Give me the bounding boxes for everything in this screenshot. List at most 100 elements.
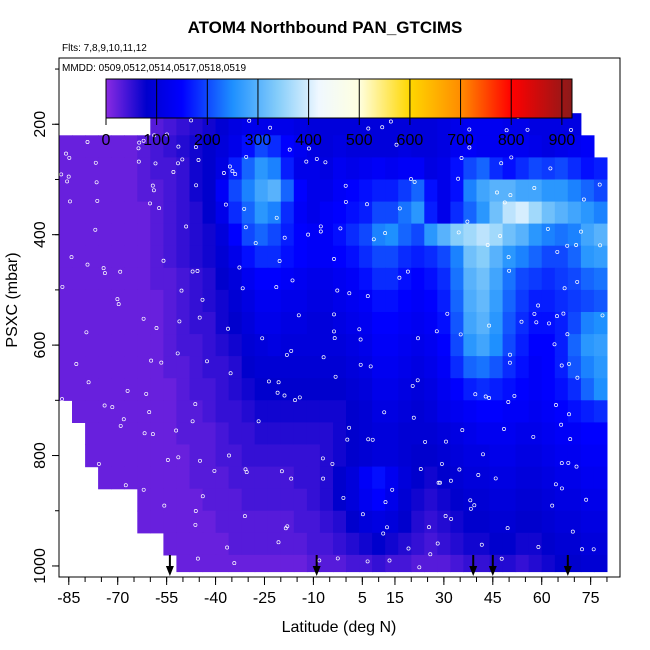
- heatmap-cell: [319, 444, 334, 468]
- heatmap-cell: [228, 532, 243, 556]
- heatmap-cell: [411, 356, 425, 379]
- sample-point: [506, 255, 511, 260]
- heatmap-cell: [554, 400, 569, 423]
- heatmap-cell: [293, 157, 308, 181]
- heatmap-cell: [267, 554, 282, 573]
- sample-point: [175, 351, 180, 356]
- heatmap-cell: [502, 400, 517, 423]
- heatmap-cell: [489, 488, 504, 512]
- sample-point: [149, 358, 154, 363]
- heatmap-cell: [567, 267, 582, 291]
- heatmap-cell: [319, 267, 334, 291]
- heatmap-cell: [437, 245, 451, 269]
- sample-point: [190, 269, 195, 274]
- flight-marker-head: [165, 566, 174, 576]
- heatmap-cell: [267, 444, 282, 468]
- sample-point: [321, 476, 326, 481]
- sample-point: [200, 297, 205, 302]
- heatmap-cell: [254, 444, 269, 468]
- heatmap-cell: [98, 334, 112, 357]
- sample-point: [240, 286, 245, 291]
- sample-point: [574, 464, 579, 469]
- heatmap-cell: [424, 312, 438, 335]
- heatmap-cell: [137, 289, 151, 313]
- heatmap-cell: [111, 179, 125, 203]
- heatmap-cell: [372, 356, 386, 379]
- heatmap-cell: [450, 422, 464, 446]
- heatmap-cell: [489, 157, 504, 181]
- heatmap-cell: [411, 378, 425, 401]
- heatmap-cell: [411, 422, 425, 446]
- heatmap-cell: [333, 488, 347, 512]
- sample-point: [508, 352, 512, 357]
- flight-marker-head: [469, 566, 478, 576]
- heatmap-cell: [541, 356, 556, 379]
- heatmap-cell: [176, 466, 190, 490]
- heatmap-cell: [567, 289, 582, 313]
- heatmap-cell: [267, 135, 282, 158]
- heatmap-cell: [580, 135, 595, 158]
- sample-point: [195, 556, 200, 561]
- heatmap-cell: [333, 267, 347, 291]
- sample-point: [397, 206, 402, 211]
- heatmap-cell: [319, 554, 334, 573]
- sample-point: [343, 183, 348, 188]
- heatmap-cell: [502, 334, 517, 357]
- heatmap-cell: [215, 201, 230, 225]
- heatmap-cell: [59, 356, 73, 379]
- sample-point: [242, 514, 247, 519]
- heatmap-cell: [176, 312, 190, 335]
- heatmap-cell: [189, 245, 204, 269]
- heatmap-cell: [202, 554, 217, 573]
- heatmap-cell: [424, 466, 438, 490]
- colorbar-ticks: 0 100 200 300 400 500 600 700 800 900: [102, 79, 575, 149]
- heatmap-cell: [293, 356, 308, 379]
- heatmap-cell: [359, 289, 373, 313]
- heatmap-cell: [528, 356, 543, 379]
- heatmap-cell: [502, 135, 517, 158]
- heatmap-cell: [554, 201, 569, 225]
- heatmap-cell: [580, 289, 595, 313]
- sample-point: [332, 329, 336, 334]
- heatmap-cell: [346, 422, 360, 446]
- heatmap-cell: [580, 444, 595, 468]
- heatmap-cell: [450, 466, 464, 490]
- sample-point: [554, 403, 558, 407]
- heatmap-cell: [437, 466, 451, 490]
- sample-point: [153, 161, 158, 166]
- heatmap-cell: [202, 289, 217, 313]
- heatmap-cell: [228, 312, 243, 335]
- heatmap-cell: [319, 312, 334, 335]
- heatmap-cell: [267, 356, 282, 379]
- heatmap-cell: [150, 157, 164, 181]
- heatmap-cell: [215, 135, 230, 158]
- sample-point: [296, 313, 301, 318]
- heatmap-cell: [319, 466, 334, 490]
- heatmap-cell: [359, 179, 373, 203]
- sample-point: [502, 427, 506, 431]
- heatmap-cell: [137, 356, 151, 379]
- heatmap-cell: [372, 554, 386, 573]
- sample-point: [502, 200, 507, 205]
- sample-point: [282, 235, 287, 240]
- heatmap-cell: [306, 245, 321, 269]
- sample-point: [136, 146, 141, 151]
- heatmap-cell: [463, 510, 477, 534]
- heatmap-cell: [85, 157, 99, 181]
- sample-point: [86, 380, 91, 385]
- sample-point: [197, 315, 202, 320]
- sample-point: [179, 288, 184, 293]
- sample-point: [141, 487, 146, 492]
- sample-point: [568, 437, 573, 442]
- heatmap-cell: [228, 135, 243, 158]
- y-tick-label: 400: [32, 221, 49, 248]
- heatmap-cell: [554, 289, 569, 313]
- sample-point: [343, 199, 348, 204]
- heatmap-cell: [215, 267, 230, 291]
- heatmap-cell: [502, 113, 517, 136]
- heatmap-cell: [567, 444, 582, 468]
- sample-point: [485, 243, 490, 247]
- heatmap-cell: [476, 223, 491, 247]
- heatmap-cell: [580, 223, 595, 247]
